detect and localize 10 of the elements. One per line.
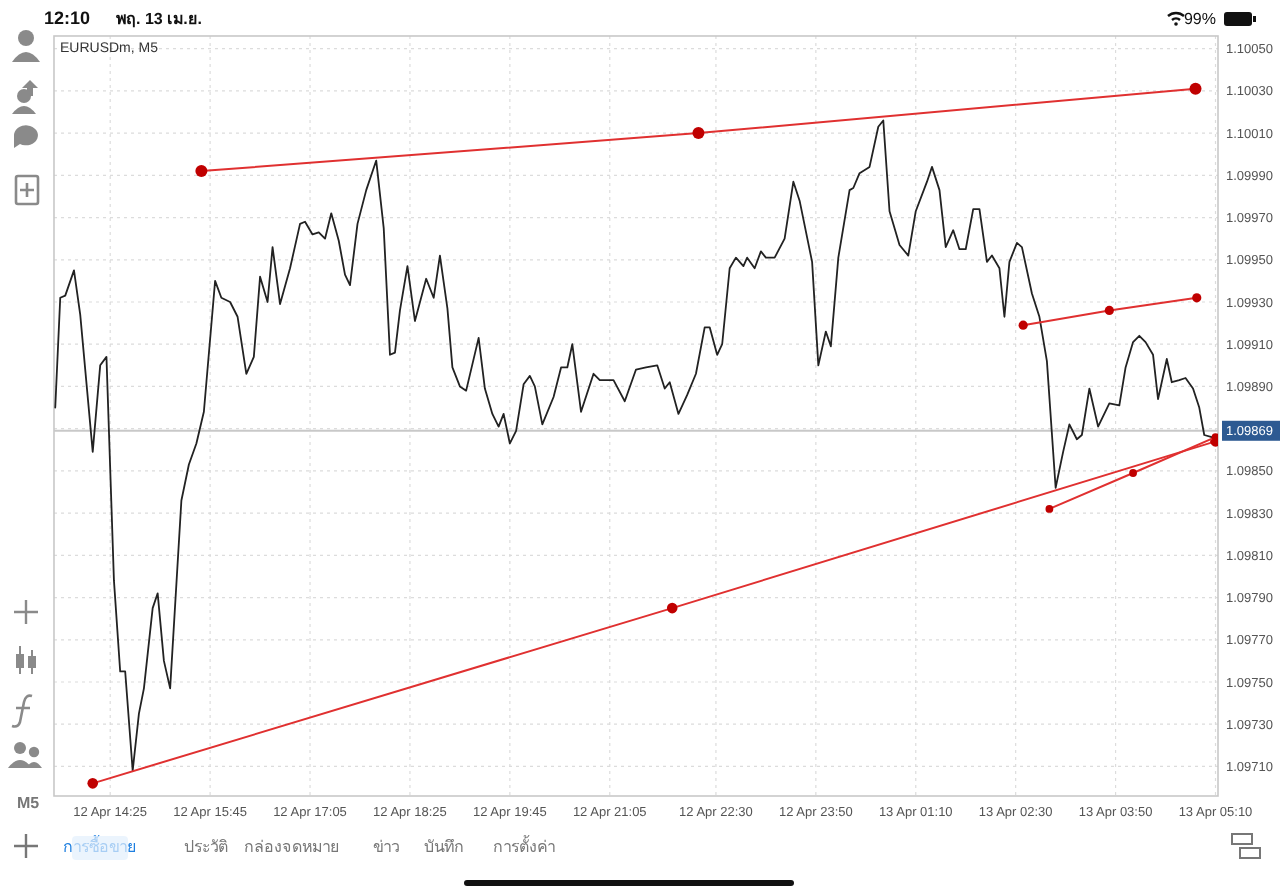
text: บันทึก — [424, 838, 464, 856]
text: การซื้อขาย — [63, 834, 137, 856]
text: 12:10 — [44, 8, 91, 28]
text: กล่องจดหมาย — [244, 838, 340, 856]
text: ข่าว — [373, 838, 399, 856]
text: การตั้งค่า — [493, 834, 555, 856]
text: ประวัติ — [184, 838, 228, 856]
text: M5 — [16, 794, 41, 812]
text: พฤ. 13 เม.ย. — [116, 10, 203, 28]
text: 99% — [1183, 10, 1216, 28]
